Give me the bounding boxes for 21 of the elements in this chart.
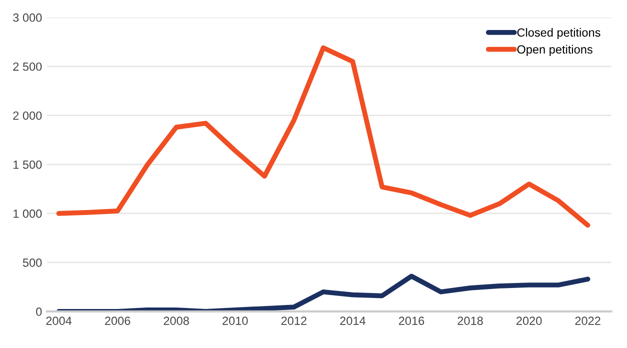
y-tick-label: 2 500 [13, 62, 42, 71]
line-series [56, 45, 590, 228]
legend-label: Closed petitions [517, 28, 600, 40]
y-tick-label: 1 500 [14, 160, 42, 169]
x-tick-label: 2012 [281, 316, 306, 325]
y-tick-label: 0 [36, 307, 42, 316]
y-tick-label: 3 000 [13, 13, 42, 22]
x-tick-label: 2020 [516, 316, 542, 325]
x-tick-label: 2010 [222, 316, 248, 325]
x-tick-label: 2018 [458, 316, 483, 325]
legend-label: Open petitions [517, 44, 592, 56]
x-tick-label: 2016 [398, 316, 424, 325]
x-tick-label: 2006 [105, 316, 130, 325]
x-tick-label: 2008 [164, 316, 189, 325]
x-tick-label: 2004 [46, 316, 72, 325]
y-tick-label: 2 000 [13, 111, 42, 120]
y-tick-label: 1 000 [14, 209, 42, 218]
line-series [56, 274, 590, 312]
x-tick-label: 2014 [340, 316, 366, 325]
x-tick-label: 2022 [575, 316, 600, 325]
y-tick-label: 500 [22, 258, 42, 267]
